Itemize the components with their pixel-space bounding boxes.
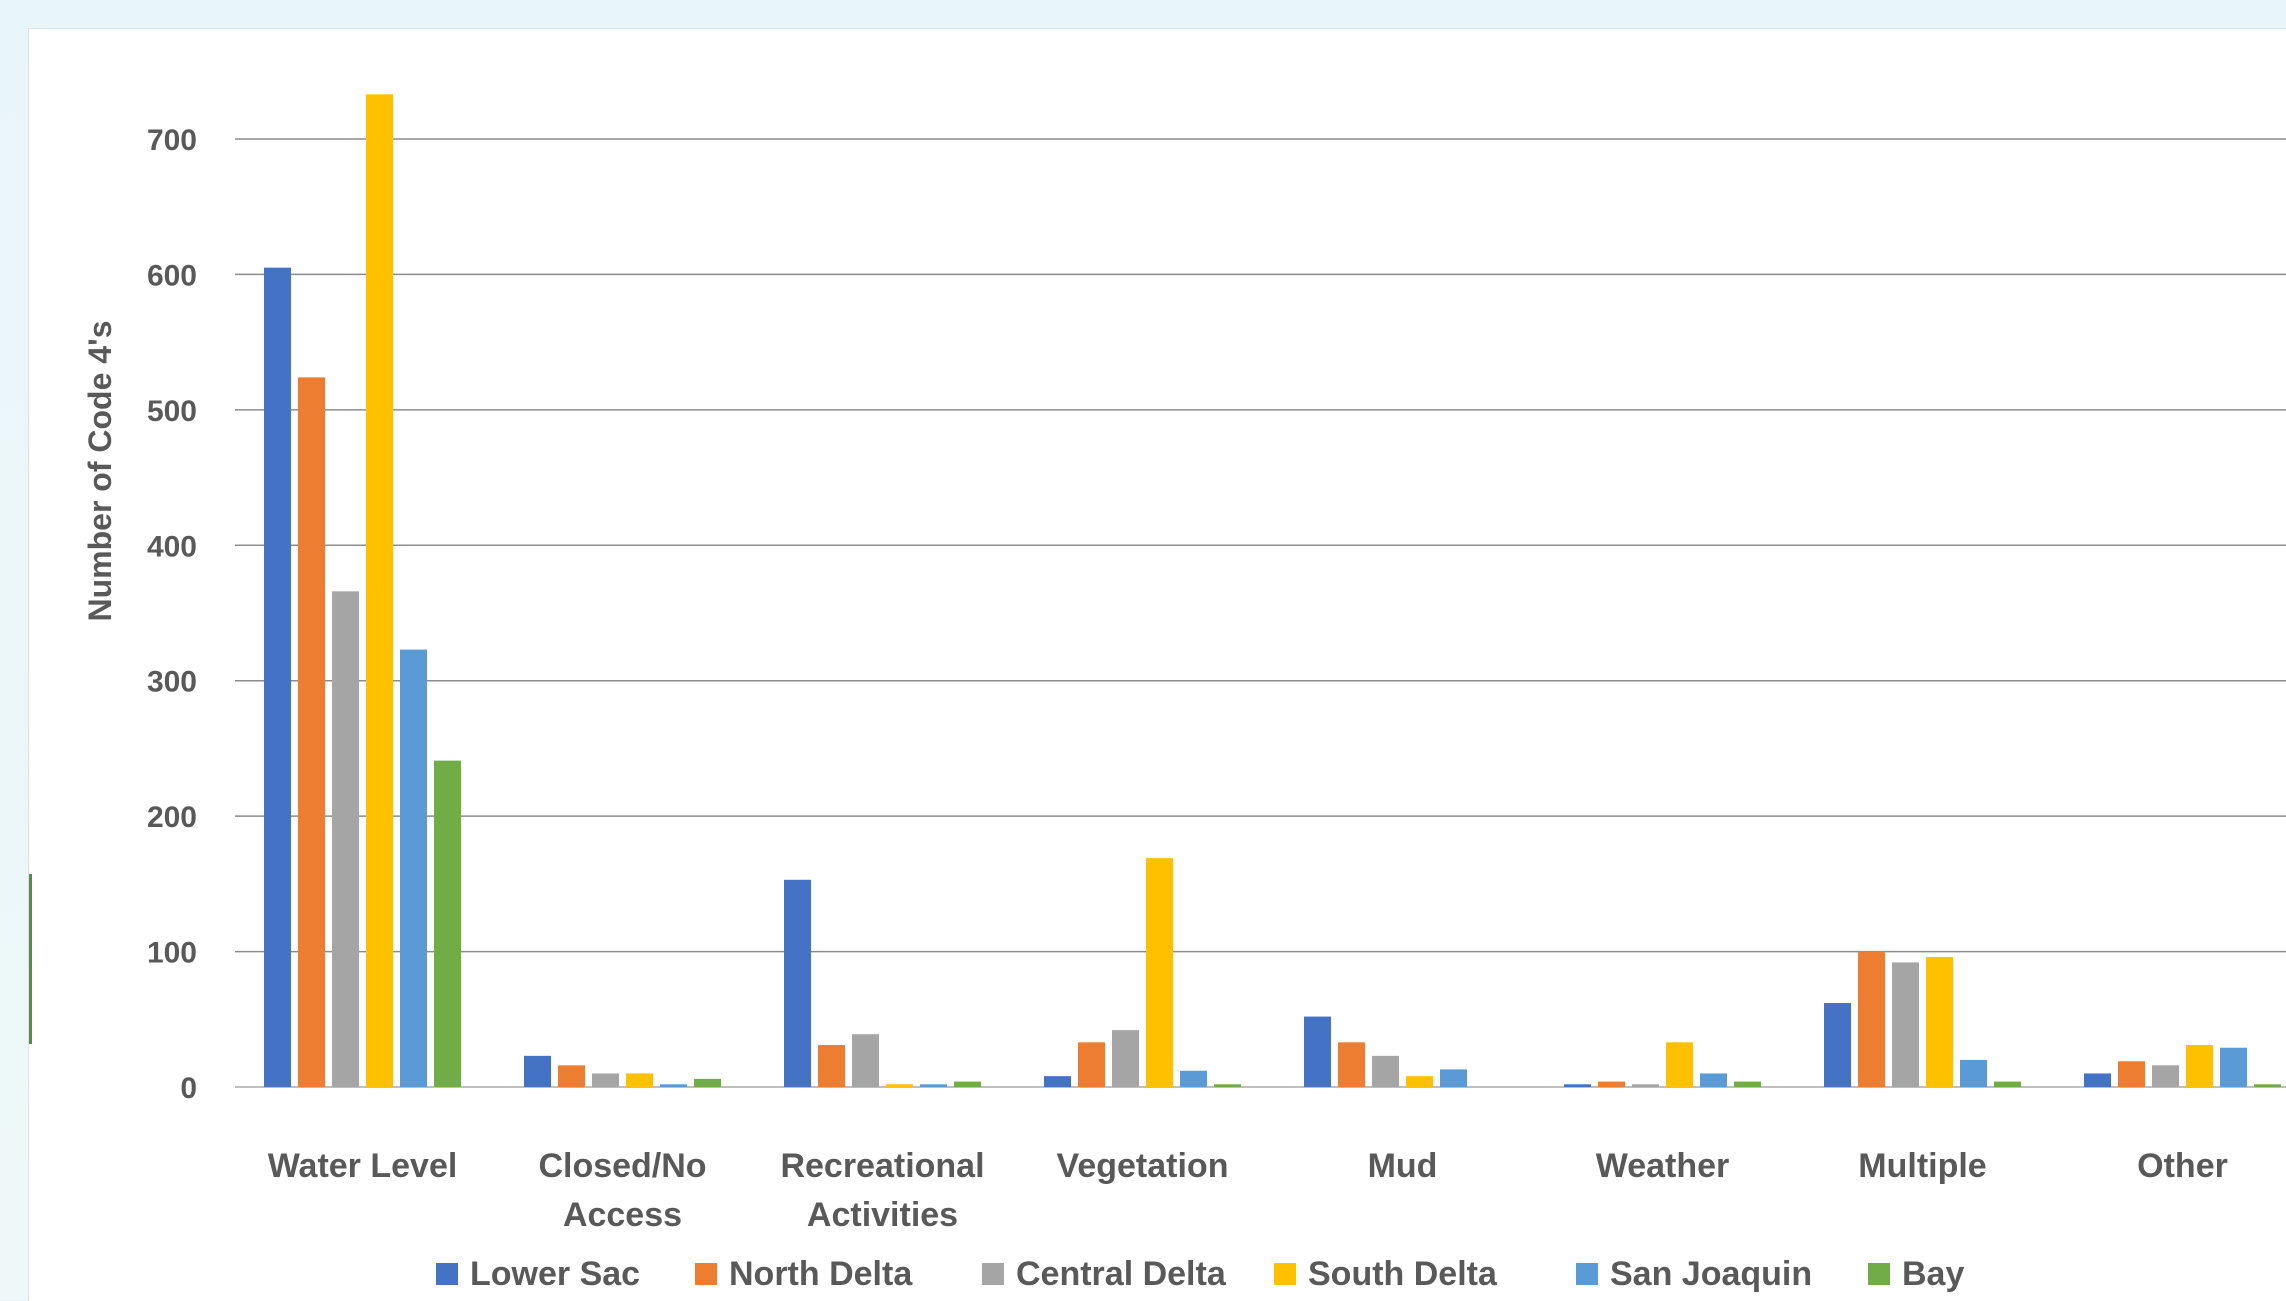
y-tick-label: 700: [147, 124, 197, 157]
bar-central-delta: [592, 1073, 619, 1087]
x-category-label: Multiple: [1858, 1147, 1986, 1185]
legend-swatch: [695, 1263, 717, 1285]
bar-lower-sac: [524, 1055, 551, 1087]
bar-san-joaquin: [1180, 1070, 1207, 1087]
y-axis-ticks: 0 100 200 300 400 500 600 700: [147, 124, 197, 1105]
bar-north-delta: [818, 1045, 845, 1087]
legend-swatch: [1576, 1263, 1598, 1285]
legend-label: Bay: [1902, 1255, 1964, 1293]
bar-lower-sac: [1304, 1016, 1331, 1087]
bar-lower-sac: [2084, 1073, 2111, 1087]
bar-san-joaquin: [400, 649, 427, 1087]
left-accent-strip: [29, 874, 32, 1044]
bar-central-delta: [852, 1034, 879, 1087]
bar-central-delta: [1632, 1084, 1659, 1087]
bar-central-delta: [2152, 1065, 2179, 1087]
bars: [264, 94, 2281, 1088]
x-axis-categories: Water Level Closed/No Access Recreational Ac…: [268, 1147, 2228, 1234]
bar-south-delta: [886, 1084, 913, 1087]
legend-swatch: [982, 1263, 1004, 1285]
legend-label: Central Delta: [1016, 1255, 1227, 1293]
bar-south-delta: [1406, 1076, 1433, 1087]
bar-north-delta: [1338, 1042, 1365, 1087]
legend-swatch: [1868, 1263, 1890, 1285]
bar-san-joaquin: [660, 1084, 687, 1087]
bar-north-delta: [1598, 1081, 1625, 1087]
bar-lower-sac: [1564, 1084, 1591, 1087]
bar-north-delta: [1858, 951, 1885, 1087]
bar-bay: [1994, 1081, 2021, 1087]
bar-central-delta: [1372, 1055, 1399, 1087]
bar-bay: [954, 1081, 981, 1087]
bar-central-delta: [332, 591, 359, 1087]
bar-south-delta: [1146, 858, 1173, 1087]
bar-north-delta: [2118, 1061, 2145, 1087]
gridlines: [235, 138, 2286, 1088]
bar-bay: [694, 1078, 721, 1087]
chart-panel: 0 100 200 300 400 500 600 700 Water Level Closed…: [28, 28, 2286, 1301]
bar-san-joaquin: [920, 1084, 947, 1087]
y-tick-label: 400: [147, 530, 197, 563]
bar-central-delta: [1112, 1030, 1139, 1087]
bar-san-joaquin: [1700, 1073, 1727, 1087]
bar-san-joaquin: [1960, 1059, 1987, 1087]
legend-label: South Delta: [1308, 1255, 1498, 1293]
y-axis-label: Number of Code 4's: [82, 321, 118, 622]
legend: Lower Sac North Delta Central Delta South D…: [436, 1255, 1964, 1293]
bar-south-delta: [626, 1073, 653, 1087]
y-tick-label: 200: [147, 801, 197, 834]
bar-san-joaquin: [1440, 1069, 1467, 1087]
x-category-label: Access: [563, 1196, 682, 1234]
bar-south-delta: [2186, 1045, 2213, 1087]
x-category-label: Activities: [807, 1196, 958, 1234]
bar-lower-sac: [1824, 1003, 1851, 1087]
bar-central-delta: [1892, 962, 1919, 1087]
y-tick-label: 300: [147, 666, 197, 699]
legend-swatch: [436, 1263, 458, 1285]
bar-south-delta: [1666, 1042, 1693, 1087]
x-category-label: Closed/No: [538, 1147, 706, 1185]
bar-lower-sac: [264, 267, 291, 1087]
bar-south-delta: [366, 94, 393, 1087]
bar-north-delta: [1078, 1042, 1105, 1087]
bar-south-delta: [1926, 956, 1953, 1087]
bar-bay: [1214, 1084, 1241, 1087]
bar-north-delta: [558, 1065, 585, 1087]
x-category-label: Mud: [1368, 1147, 1438, 1185]
bar-bay: [434, 760, 461, 1087]
x-category-label: Other: [2137, 1147, 2228, 1185]
y-tick-label: 0: [180, 1072, 197, 1105]
x-category-label: Recreational: [780, 1147, 984, 1185]
bar-chart: 0 100 200 300 400 500 600 700 Water Level Closed…: [82, 94, 2286, 1293]
x-category-label: Water Level: [268, 1147, 458, 1185]
bar-lower-sac: [784, 879, 811, 1087]
legend-label: Lower Sac: [470, 1255, 640, 1293]
bar-lower-sac: [1044, 1076, 1071, 1087]
y-tick-label: 500: [147, 395, 197, 428]
bar-bay: [2254, 1084, 2281, 1087]
y-tick-label: 600: [147, 259, 197, 292]
x-category-label: Weather: [1596, 1147, 1730, 1185]
bar-san-joaquin: [2220, 1047, 2247, 1087]
bar-north-delta: [298, 377, 325, 1088]
y-tick-label: 100: [147, 937, 197, 970]
legend-label: San Joaquin: [1610, 1255, 1812, 1293]
legend-swatch: [1274, 1263, 1296, 1285]
legend-label: North Delta: [729, 1255, 913, 1293]
x-category-label: Vegetation: [1057, 1147, 1229, 1185]
bar-bay: [1734, 1081, 1761, 1087]
